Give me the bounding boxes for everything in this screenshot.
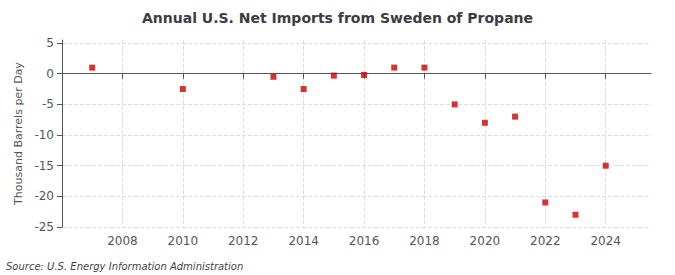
svg-text:2014: 2014 bbox=[288, 234, 319, 248]
svg-text:-5: -5 bbox=[42, 97, 54, 111]
svg-text:2020: 2020 bbox=[470, 234, 501, 248]
svg-text:2022: 2022 bbox=[530, 234, 561, 248]
svg-text:Annual U.S. Net Imports from S: Annual U.S. Net Imports from Sweden of P… bbox=[142, 10, 533, 26]
svg-text:Source: U.S. Energy Informatio: Source: U.S. Energy Information Administ… bbox=[6, 261, 243, 272]
svg-text:-15: -15 bbox=[34, 159, 54, 173]
svg-text:2024: 2024 bbox=[590, 234, 621, 248]
svg-text:2018: 2018 bbox=[409, 234, 440, 248]
svg-text:Thousand Barrels per Day: Thousand Barrels per Day bbox=[12, 62, 25, 206]
svg-text:2012: 2012 bbox=[228, 234, 259, 248]
svg-text:2016: 2016 bbox=[349, 234, 380, 248]
svg-text:5: 5 bbox=[46, 36, 54, 50]
svg-text:2010: 2010 bbox=[168, 234, 199, 248]
svg-text:2008: 2008 bbox=[107, 234, 138, 248]
svg-text:0: 0 bbox=[46, 67, 54, 81]
svg-text:-10: -10 bbox=[34, 128, 54, 142]
svg-text:-20: -20 bbox=[34, 189, 54, 203]
svg-text:-25: -25 bbox=[34, 220, 54, 234]
